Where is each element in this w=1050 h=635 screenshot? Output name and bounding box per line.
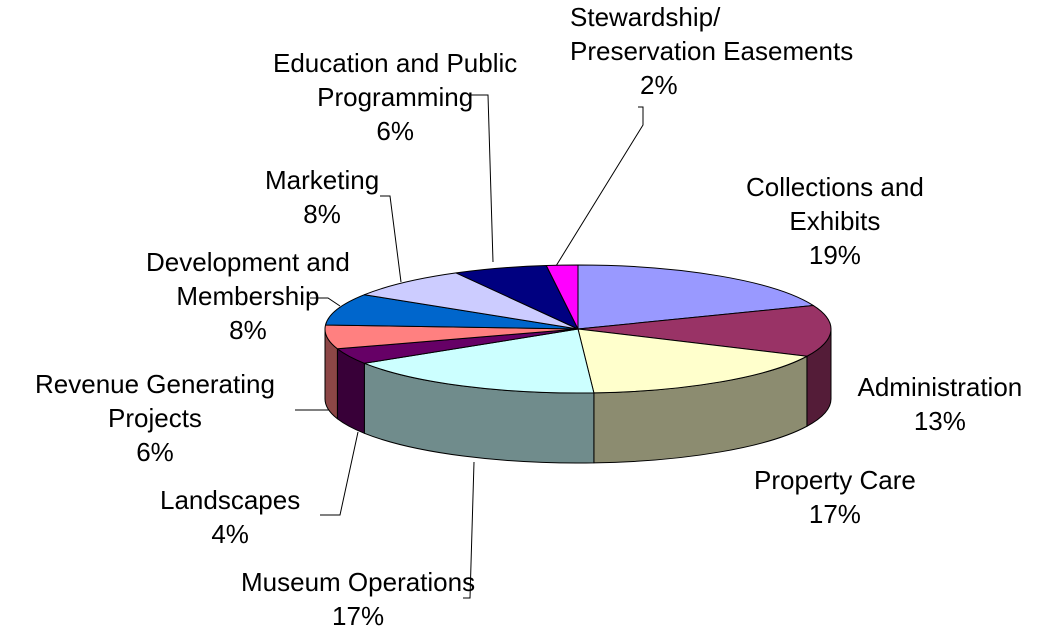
category-label: Development and Membership	[146, 247, 350, 311]
leader-line	[470, 94, 494, 263]
slice	[577, 328, 808, 394]
slice-tops	[324, 264, 832, 394]
slice-label: Landscapes 4%	[160, 483, 300, 551]
slice-label: Development and Membership 8%	[146, 245, 350, 347]
slice-label: Education and Public Programming 6%	[273, 46, 517, 148]
category-label: Landscapes	[160, 485, 301, 515]
category-label: Property Care	[754, 465, 916, 495]
value-label: 17%	[332, 601, 385, 631]
category-label: Education and Public Programming	[273, 48, 518, 112]
value-label: 4%	[211, 519, 249, 549]
slice-label: Revenue Generating Projects 6%	[35, 367, 275, 469]
slice	[577, 304, 832, 357]
value-label: 17%	[808, 499, 861, 529]
value-label: 8%	[303, 199, 341, 229]
value-label: 13%	[913, 406, 966, 436]
category-label: Marketing	[265, 165, 380, 195]
slice-label: Marketing 8%	[265, 163, 379, 231]
slice	[324, 294, 579, 330]
category-label: Revenue Generating Projects	[35, 369, 275, 433]
value-label: 2%	[640, 70, 678, 100]
slice	[363, 328, 595, 394]
value-label: 8%	[229, 315, 267, 345]
slice	[545, 264, 579, 330]
leader-line	[380, 195, 402, 283]
category-label: Administration	[857, 372, 1023, 402]
leader-line	[555, 106, 644, 267]
slice	[577, 264, 814, 330]
slice-label: Administration 13%	[858, 370, 1023, 438]
value-label: 19%	[808, 240, 861, 270]
leader-line	[320, 431, 359, 516]
slice-label: Stewardship/ Preservation Easements 2%	[570, 0, 853, 102]
category-label: Collections and Exhibits	[746, 172, 924, 236]
value-label: 6%	[136, 437, 174, 467]
leader-line	[310, 297, 341, 307]
slice-label: Collections and Exhibits 19%	[746, 170, 924, 272]
slice-label: Property Care 17%	[754, 463, 916, 531]
slice-label: Museum Operations 17%	[241, 565, 475, 633]
leader-line	[463, 461, 475, 599]
category-label: Stewardship/ Preservation Easements	[570, 2, 854, 66]
slice	[363, 272, 579, 330]
value-label: 6%	[376, 116, 414, 146]
category-label: Museum Operations	[241, 567, 476, 597]
